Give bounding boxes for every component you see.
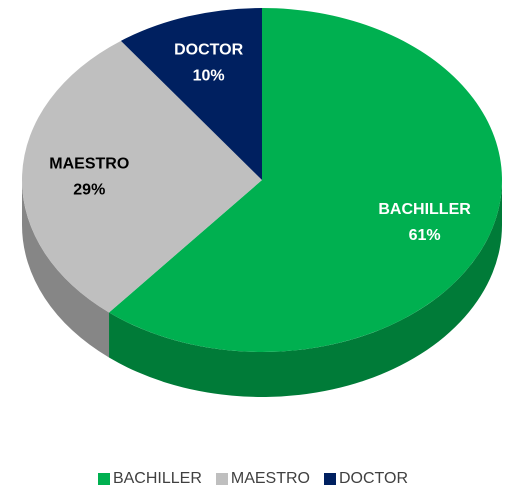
slice-label: DOCTOR xyxy=(174,41,243,58)
legend-swatch xyxy=(324,473,336,485)
slice-value-label: 61% xyxy=(409,227,441,244)
page: BACHILLER 61% MAESTRO 29% DOCTOR 10% BACHILLE… xyxy=(21,8,503,487)
legend: BACHILLER MAESTRO DOCTOR xyxy=(0,470,506,488)
legend-item: BACHILLER xyxy=(97,470,202,488)
legend-label: BACHILLER xyxy=(112,470,202,487)
legend-swatch xyxy=(215,473,228,485)
slice xyxy=(109,8,503,353)
slice-label: MAESTRO xyxy=(49,155,129,172)
legend-label: MAESTRO xyxy=(230,470,310,487)
slice-label: BACHILLER xyxy=(378,201,471,218)
slice-side xyxy=(109,180,502,397)
legend-item: MAESTRO xyxy=(215,470,310,488)
chart: BACHILLER 61% MAESTRO 29% DOCTOR 10% xyxy=(21,8,503,397)
slice-side xyxy=(22,180,110,358)
slice xyxy=(120,8,262,180)
legend-label: DOCTOR xyxy=(339,470,409,487)
slice-value-label: 29% xyxy=(73,181,105,198)
slice-value-label: 10% xyxy=(193,67,225,84)
slice xyxy=(21,40,262,313)
legend-item: DOCTOR xyxy=(324,470,408,488)
legend-swatch xyxy=(97,473,110,485)
